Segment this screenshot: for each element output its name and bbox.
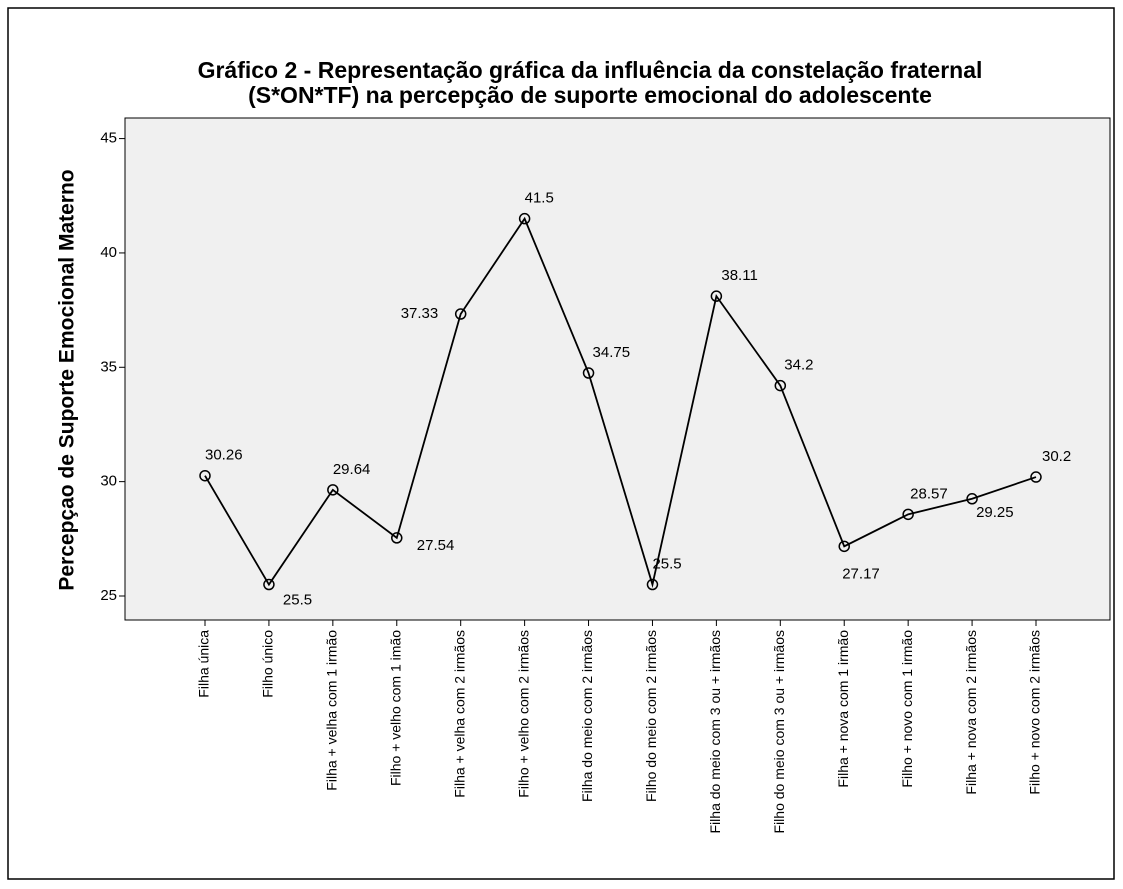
data-label: 29.64 bbox=[333, 461, 371, 478]
marker bbox=[774, 379, 787, 392]
x-tick-label: Filho + velho com 1 imão bbox=[387, 630, 403, 786]
y-tick-label: 35 bbox=[100, 358, 117, 375]
x-tick-label: Filha do meio com 3 ou + irmãos bbox=[707, 630, 723, 833]
data-label: 37.33 bbox=[401, 305, 439, 322]
data-label: 28.57 bbox=[910, 485, 948, 502]
data-label: 25.5 bbox=[652, 556, 681, 573]
x-tick-label: Filha + nova com 2 irmãos bbox=[963, 630, 979, 795]
marker bbox=[902, 508, 914, 521]
data-label: 34.2 bbox=[784, 357, 813, 374]
x-tick-label: Filho + velho com 2 irmãos bbox=[515, 630, 531, 798]
chart-title: (S*ON*TF) na percepção de suporte emocio… bbox=[248, 82, 932, 108]
line bbox=[204, 216, 1037, 589]
marker bbox=[199, 469, 211, 482]
marker bbox=[838, 540, 850, 553]
y-tick-label: 25 bbox=[100, 587, 117, 604]
x-tick-label: Filha + velha com 2 irmãos bbox=[451, 630, 467, 798]
x-tick-label: Filha + nova com 1 irmão bbox=[835, 630, 851, 788]
marker bbox=[454, 308, 467, 320]
marker bbox=[263, 578, 275, 591]
data-label: 30.2 bbox=[1042, 448, 1071, 465]
x-tick-label: Filho único bbox=[260, 630, 276, 698]
marker bbox=[966, 493, 978, 505]
data-label: 38.11 bbox=[721, 267, 757, 284]
x-tick-label: Filha única bbox=[196, 630, 212, 698]
marker bbox=[582, 367, 595, 379]
data-label: 30.26 bbox=[205, 447, 243, 464]
x-tick-label: Filho do meio com 3 ou + irmãos bbox=[771, 630, 787, 833]
data-label: 27.54 bbox=[417, 537, 455, 554]
x-tick-label: Filho do meio com 2 irmãos bbox=[643, 630, 659, 802]
marker bbox=[327, 484, 339, 496]
y-axis-label: Percepçao de Suporte Emocional Materno bbox=[56, 169, 79, 590]
data-label: 29.25 bbox=[976, 504, 1014, 521]
x-tick-label: Filha do meio com 2 irmãos bbox=[579, 630, 595, 802]
x-tick-label: Filho + novo com 1 irmão bbox=[899, 630, 915, 788]
plot-area bbox=[124, 117, 1111, 621]
data-label: 41.5 bbox=[525, 190, 554, 207]
data-label: 34.75 bbox=[593, 344, 631, 361]
marker bbox=[391, 532, 403, 544]
chart-title: Gráfico 2 - Representação gráfica da inf… bbox=[198, 57, 983, 83]
marker bbox=[710, 290, 723, 302]
x-tick-label: Filho + novo com 2 irmãos bbox=[1027, 630, 1043, 795]
y-tick-label: 40 bbox=[100, 244, 117, 261]
data-label: 27.17 bbox=[842, 565, 880, 582]
marker bbox=[1030, 471, 1042, 483]
y-tick-label: 45 bbox=[100, 130, 117, 147]
marker bbox=[518, 212, 531, 225]
marker bbox=[646, 578, 659, 591]
data-label: 25.5 bbox=[283, 592, 312, 609]
y-tick-label: 30 bbox=[100, 473, 117, 490]
x-tick-label: Filha + velha com 1 irmão bbox=[324, 630, 340, 791]
